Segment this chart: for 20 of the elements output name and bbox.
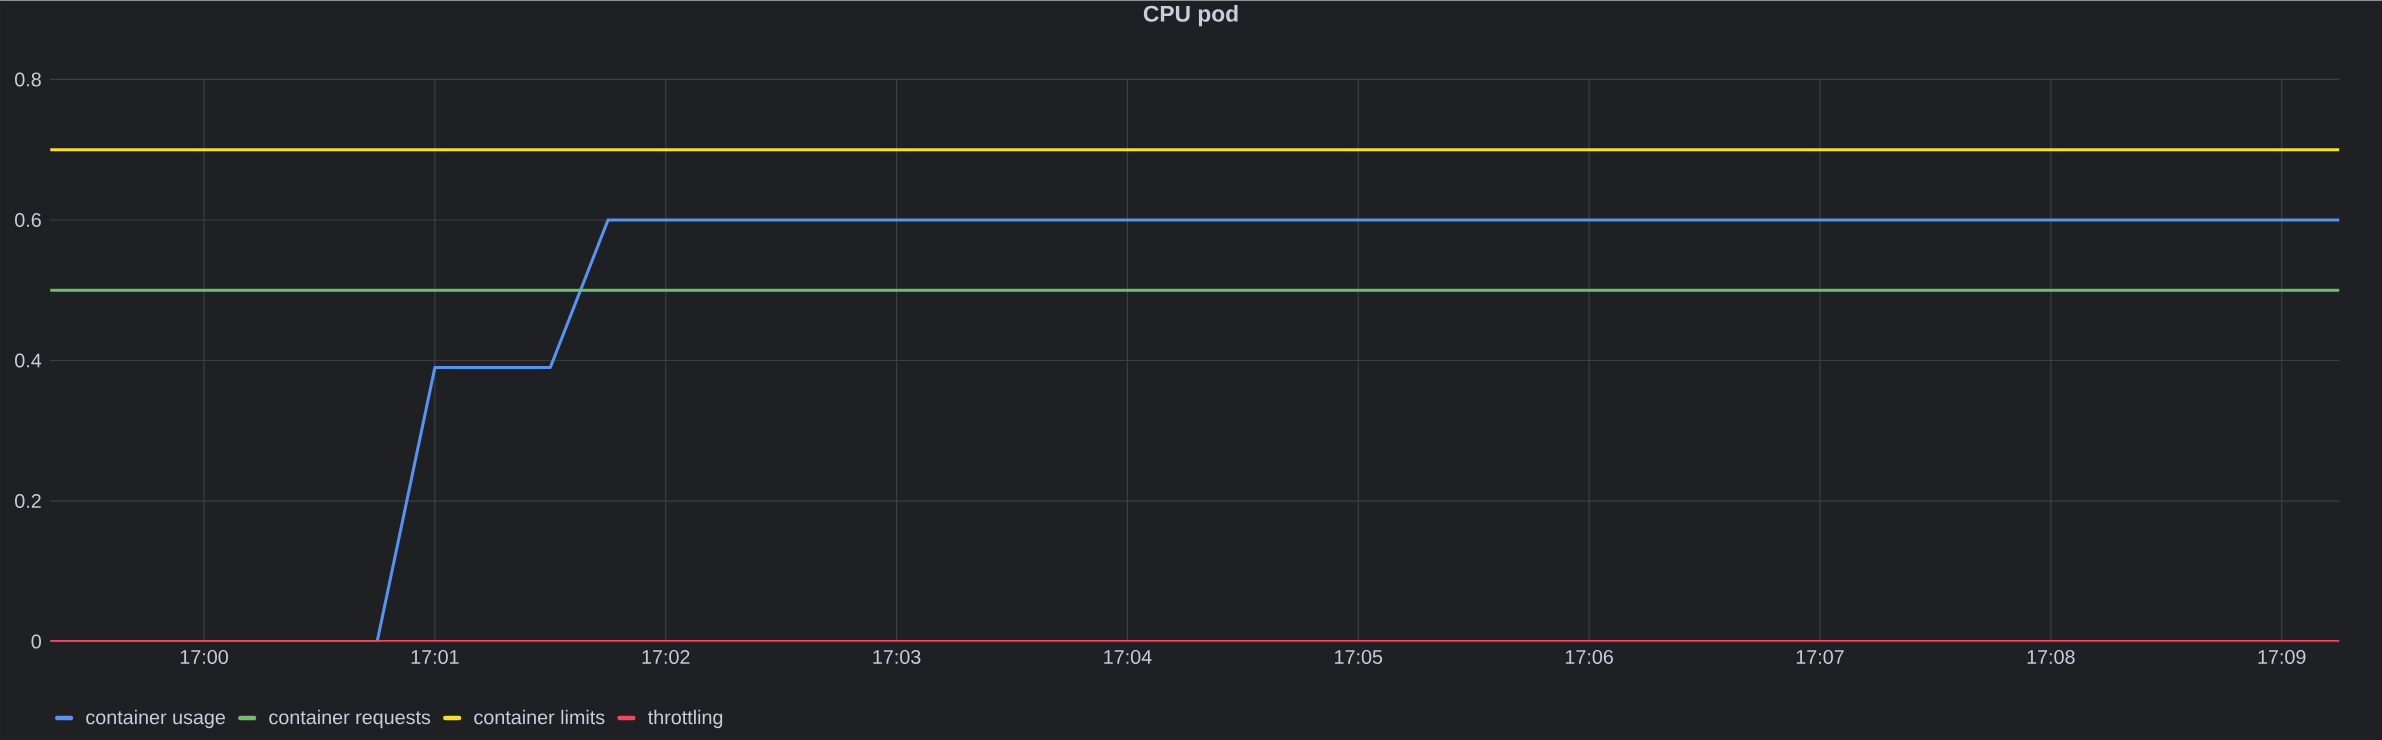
- x-tick-label: 17:09: [2258, 649, 2306, 664]
- legend-label: container usage: [86, 709, 225, 729]
- x-tick-label: 17:08: [2027, 649, 2075, 664]
- x-tick-label: 17:06: [1565, 649, 1613, 664]
- x-tick-label: 17:00: [180, 649, 228, 664]
- x-tick-label: 17:05: [1335, 649, 1383, 664]
- legend-label: container requests: [269, 709, 431, 729]
- y-tick-label: 0.8: [15, 72, 41, 87]
- legend-label: throttling: [648, 709, 723, 729]
- x-tick-label: 17:01: [411, 649, 459, 664]
- x-tick-label: 17:02: [642, 649, 690, 664]
- x-tick-label: 17:07: [1796, 649, 1844, 664]
- legend-label: container limits: [474, 709, 605, 725]
- chart-title: CPU pod: [1143, 4, 1238, 27]
- y-tick-label: 0.2: [15, 493, 41, 508]
- y-tick-label: 0.4: [15, 353, 42, 368]
- x-tick-label: 17:03: [873, 649, 921, 664]
- y-tick-label: 0: [31, 634, 41, 649]
- x-tick-label: 17:04: [1104, 649, 1152, 664]
- y-tick-label: 0.6: [15, 212, 41, 227]
